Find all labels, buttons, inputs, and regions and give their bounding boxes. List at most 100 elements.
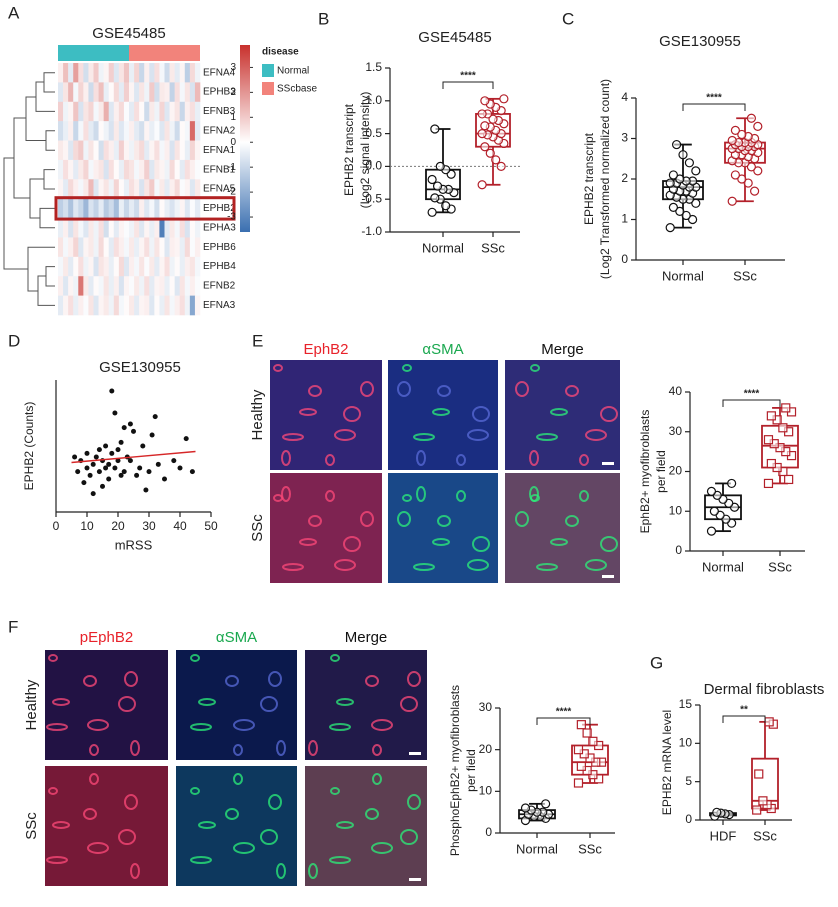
data-point: [671, 139, 682, 150]
micrograph-structure: [432, 538, 450, 546]
heatmap-cell: [154, 276, 160, 296]
heatmap-cell: [184, 218, 191, 238]
heatmap-cell: [98, 237, 104, 258]
heatmap-cell: [129, 276, 135, 296]
micrograph-structure: [130, 740, 140, 756]
micrograph-structure: [282, 563, 304, 571]
heatmap-cell: [129, 179, 135, 199]
heatmap-cell: [139, 82, 145, 103]
x-tick-label: 10: [80, 519, 94, 533]
y-tick-label: 10: [679, 736, 693, 750]
heatmap-cell: [144, 159, 150, 180]
micrograph-structure: [329, 723, 351, 731]
micrograph-structure: [365, 808, 379, 820]
heatmap-cell: [189, 140, 196, 161]
y-tick-label: 0: [485, 825, 492, 839]
data-point: [778, 423, 788, 433]
heatmap-cell: [164, 82, 170, 103]
data-point: [753, 166, 763, 176]
heatmap-cell: [129, 218, 135, 238]
data-point: [441, 201, 451, 211]
heatmap-cell: [58, 295, 64, 316]
heatmap-cell: [179, 140, 186, 161]
data-point: [427, 207, 437, 217]
heatmap-cell: [58, 237, 64, 258]
significance-bracket: [442, 81, 494, 89]
heatmap-cell: [149, 218, 155, 238]
heatmap-cell: [93, 63, 99, 83]
heatmap-cell: [159, 101, 165, 122]
y-axis-label: PhosphoEphB2+ myofibroblasts: [448, 685, 462, 856]
heatmap-cell: [73, 218, 79, 238]
micrograph-tint: [505, 473, 620, 583]
heatmap-cell: [63, 159, 69, 180]
heatmap-cell: [118, 256, 125, 277]
micrograph-structure: [124, 671, 138, 687]
heatmap-cell: [179, 63, 186, 83]
data-point: [582, 728, 592, 738]
x-tick-label: SSc: [753, 828, 777, 843]
heatmap-cell: [63, 295, 69, 316]
heatmap-cell: [194, 276, 201, 296]
heatmap-cell: [164, 101, 170, 122]
heatmap-cell: [154, 198, 160, 219]
heatmap-cell: [98, 140, 104, 161]
data-point: [766, 458, 776, 469]
heatmap-cell: [108, 218, 115, 238]
heatmap-cell: [179, 159, 186, 180]
heatmap-cell: [139, 276, 145, 296]
heatmap-cell: [179, 101, 186, 122]
heatmap-cell: [139, 63, 145, 83]
micrograph-structure: [89, 744, 99, 756]
micrograph-structure: [260, 829, 278, 845]
data-point: [121, 469, 127, 475]
heatmap-cell: [144, 140, 150, 161]
heatmap-cell: [68, 218, 74, 238]
heatmap-cell: [93, 179, 99, 199]
heatmap-cell: [189, 295, 196, 316]
heatmap-cell: [139, 218, 145, 238]
heatmap-cell: [108, 256, 115, 277]
heatmap-cell: [118, 179, 125, 199]
heatmap-cell: [134, 218, 140, 238]
micrograph-structure: [365, 675, 379, 687]
heatmap-cell: [78, 256, 84, 277]
micrograph-structure: [397, 381, 411, 397]
data-point: [675, 206, 685, 216]
data-point: [435, 161, 445, 171]
row-label: EFNA4: [203, 67, 236, 78]
heatmap-cell: [174, 198, 181, 219]
colorbar-tick-label: 0: [230, 137, 236, 148]
data-point: [93, 454, 99, 460]
micrograph-structure: [118, 696, 136, 712]
heatmap-cell: [98, 295, 104, 316]
data-point: [109, 450, 115, 456]
data-point: [491, 155, 501, 165]
trend-line: [71, 450, 196, 464]
heatmap-cell: [108, 276, 115, 296]
heatmap-cell: [98, 198, 104, 219]
scale-bar: [602, 462, 614, 465]
heatmap-cell: [139, 159, 145, 180]
heatmap-cell: [63, 276, 69, 296]
heatmap-cell: [83, 295, 89, 316]
y-axis-label: EphB2+ myofibroblasts: [638, 410, 652, 534]
data-point: [781, 403, 791, 413]
micrograph-structure: [407, 671, 421, 687]
heatmap-cell: [83, 63, 89, 83]
heatmap-cell: [194, 140, 201, 161]
data-point: [709, 506, 719, 516]
heatmap-cell: [68, 256, 74, 277]
micrograph-structure: [308, 863, 318, 879]
data-point: [430, 124, 440, 134]
heatmap-cell: [93, 159, 99, 180]
micrograph-structure: [46, 723, 68, 731]
data-point: [488, 114, 498, 124]
heatmap-cell: [118, 140, 125, 161]
row-label: EPHA3: [203, 222, 236, 233]
y-tick-label: 0: [685, 812, 692, 826]
heatmap-cell: [164, 179, 170, 199]
micrograph-structure: [299, 408, 317, 416]
heatmap-cell: [179, 198, 186, 219]
